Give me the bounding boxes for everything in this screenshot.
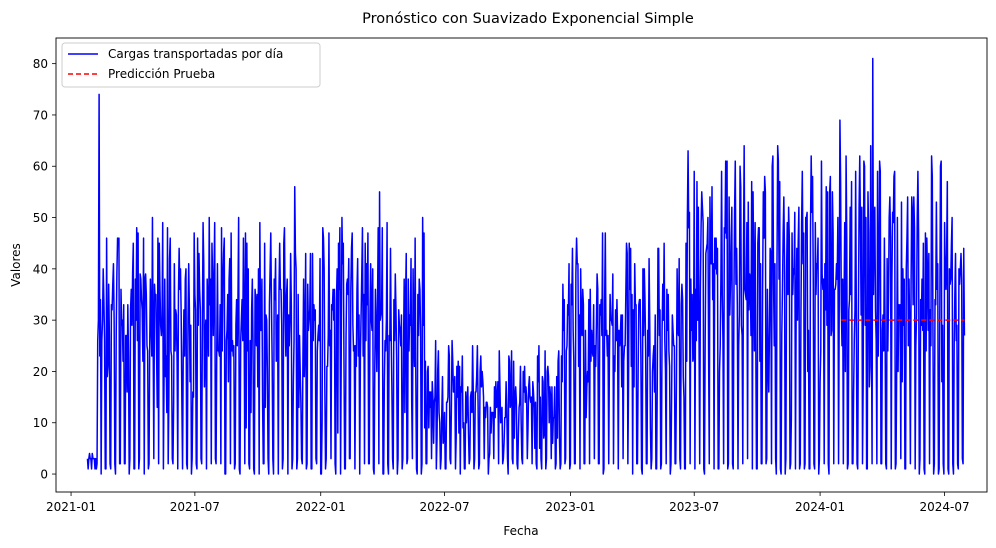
x-tick-label: 2022-07	[419, 500, 469, 514]
legend-label-prediccion: Predicción Prueba	[108, 67, 215, 81]
y-tick-label: 30	[33, 314, 48, 328]
y-tick-label: 80	[33, 57, 48, 71]
chart-title: Pronóstico con Suavizado Exponencial Sim…	[362, 11, 694, 27]
y-axis-label: Valores	[9, 243, 23, 287]
x-tick-label: 2024-07	[920, 500, 970, 514]
y-tick-label: 0	[40, 468, 48, 482]
y-tick-label: 10	[33, 416, 48, 430]
x-tick-label: 2021-07	[170, 500, 220, 514]
y-tick-label: 20	[33, 365, 48, 379]
y-tick-label: 60	[33, 160, 48, 174]
series-layer	[86, 57, 966, 475]
series-line-cargas	[86, 57, 966, 475]
plot-frame	[55, 37, 988, 493]
legend: Cargas transportadas por día Predicción …	[61, 42, 321, 88]
ticks-layer: 0 10 20 30 40 50 60 70 80 2021-01 2021-07 2022-01 20…	[33, 57, 970, 514]
y-tick-label: 50	[33, 211, 48, 225]
x-tick-label: 2021-01	[46, 500, 96, 514]
x-axis-label: Fecha	[503, 524, 538, 538]
legend-label-cargas: Cargas transportadas por día	[108, 47, 283, 61]
x-tick-label: 2024-01	[795, 500, 845, 514]
x-tick-label: 2023-07	[669, 500, 719, 514]
y-tick-label: 70	[33, 108, 48, 122]
x-tick-label: 2023-01	[545, 500, 595, 514]
legend-box	[61, 42, 321, 88]
x-tick-label: 2022-01	[296, 500, 346, 514]
y-tick-label: 40	[33, 262, 48, 276]
